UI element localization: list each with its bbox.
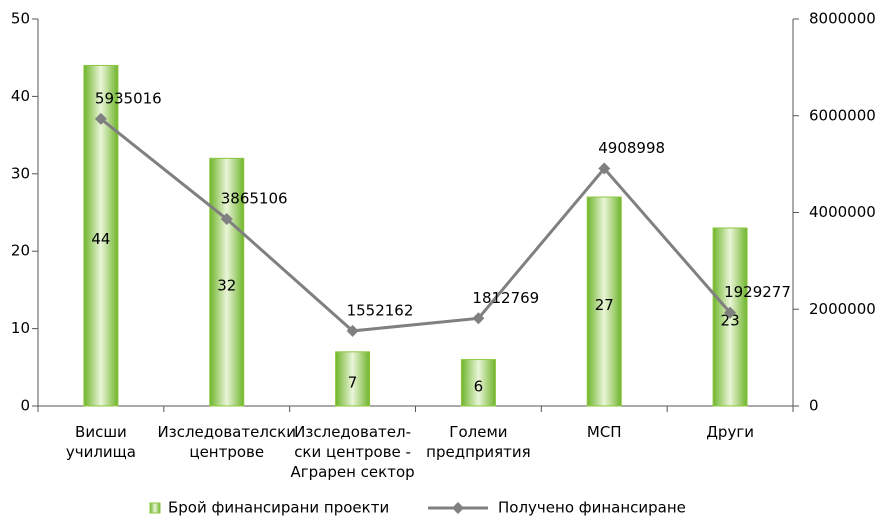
bar-value-label: 23 [721,311,740,329]
y2-tick-label: 0 [809,397,819,415]
x-tick-label: Изследователски центрове [158,423,296,461]
x-tick-label-line: ски центрове - [294,443,411,461]
y-tick-label: 20 [11,242,30,260]
bar [712,227,748,407]
line-marker [346,324,359,337]
line-value-label: 5935016 [95,89,162,107]
bar [209,157,245,407]
bar [335,351,371,407]
y2-tick-label: 8000000 [809,10,876,28]
bar-value-label: 27 [595,296,614,314]
line-marker [472,312,485,325]
x-tick-label-line: Изследовател- [294,423,411,441]
x-tick-label-line: училища [66,443,136,461]
x-tick-label: Висши училища [66,423,136,461]
x-tick-label-line: Висши [75,423,127,441]
y-tick-label: 10 [11,319,30,337]
bar [586,196,622,407]
bar-value-label: 7 [348,373,358,391]
y-tick-label: 50 [11,10,30,28]
line-marker [724,306,737,319]
y2-tick-label: 4000000 [809,203,876,221]
line-value-label: 1552162 [347,301,414,319]
line-value-label: 3865106 [221,190,288,208]
x-tick-label: Други [706,423,754,441]
y2-tick-label: 6000000 [809,106,876,124]
line-marker [598,162,611,175]
line-value-label: 4908998 [598,139,665,157]
x-tick-label: Изследовател-ски центрове - Аграрен секто… [291,423,415,481]
y2-tick-label: 2000000 [809,300,876,318]
x-tick-label-line: Изследователски [158,423,296,441]
x-tick-label-line: МСП [587,423,622,441]
line-value-label: 1929277 [724,283,791,301]
legend-label: Брой финансирани проекти [168,499,389,517]
bar-value-label: 44 [91,230,110,248]
x-tick-label: Големи предприятия [426,423,531,461]
y-tick-label: 40 [11,87,30,105]
legend-swatch [149,502,161,514]
legend-marker [452,502,464,514]
legend-label: Получено финансиране [498,499,686,517]
line-marker [220,213,233,226]
bar-value-label: 32 [217,277,236,295]
line [99,117,732,333]
line-marker [94,112,107,125]
x-tick-label-line: Аграрен сектор [291,463,415,481]
bar-value-label: 6 [474,377,484,395]
y-tick-label: 30 [11,164,30,182]
x-tick-label-line: центрове [189,443,264,461]
bar [83,64,119,407]
x-tick-label-line: предприятия [426,443,531,461]
bar [460,359,496,407]
x-tick-label: МСП [587,423,622,441]
x-tick-label-line: Големи [449,423,507,441]
x-tick-label-line: Други [706,423,754,441]
y-tick-label: 0 [20,397,30,415]
line-value-label: 1812769 [472,289,539,307]
